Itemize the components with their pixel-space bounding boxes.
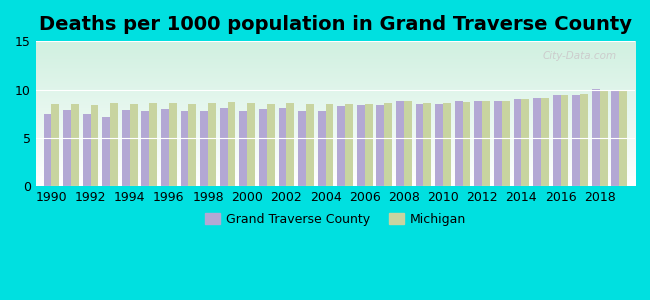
- Bar: [612, 92, 619, 186]
- Bar: [279, 108, 287, 186]
- Legend: Grand Traverse County, Michigan: Grand Traverse County, Michigan: [200, 208, 471, 231]
- Bar: [521, 99, 529, 186]
- Bar: [110, 103, 118, 186]
- Bar: [357, 105, 365, 186]
- Bar: [266, 104, 275, 186]
- Bar: [298, 111, 306, 186]
- Bar: [130, 104, 138, 186]
- Bar: [573, 95, 580, 186]
- Bar: [287, 103, 294, 186]
- Bar: [318, 111, 326, 186]
- Bar: [415, 104, 424, 186]
- Bar: [161, 109, 169, 186]
- Bar: [220, 108, 228, 186]
- Bar: [560, 95, 568, 186]
- Bar: [44, 114, 51, 186]
- Bar: [142, 111, 150, 186]
- Bar: [345, 104, 353, 186]
- Bar: [443, 103, 451, 186]
- Bar: [337, 106, 345, 186]
- Bar: [474, 101, 482, 186]
- Bar: [376, 105, 384, 186]
- Bar: [208, 103, 216, 186]
- Bar: [306, 104, 314, 186]
- Bar: [533, 98, 541, 186]
- Bar: [424, 103, 432, 186]
- Bar: [502, 101, 510, 186]
- Bar: [259, 109, 266, 186]
- Bar: [122, 110, 130, 186]
- Bar: [600, 92, 608, 186]
- Bar: [619, 91, 627, 186]
- Bar: [188, 104, 196, 186]
- Bar: [455, 101, 463, 186]
- Bar: [494, 101, 502, 186]
- Bar: [514, 99, 521, 186]
- Bar: [326, 104, 333, 186]
- Bar: [150, 103, 157, 186]
- Bar: [482, 101, 490, 186]
- Bar: [396, 101, 404, 186]
- Bar: [181, 111, 188, 186]
- Bar: [51, 104, 59, 186]
- Bar: [90, 105, 98, 186]
- Bar: [63, 110, 71, 186]
- Bar: [384, 103, 392, 186]
- Bar: [239, 111, 247, 186]
- Bar: [365, 104, 372, 186]
- Bar: [580, 94, 588, 186]
- Bar: [71, 104, 79, 186]
- Bar: [541, 98, 549, 186]
- Text: City-Data.com: City-Data.com: [543, 51, 617, 61]
- Bar: [552, 95, 560, 186]
- Bar: [227, 102, 235, 186]
- Bar: [102, 117, 110, 186]
- Bar: [436, 104, 443, 186]
- Bar: [83, 114, 90, 186]
- Bar: [404, 101, 411, 186]
- Bar: [463, 102, 471, 186]
- Bar: [592, 88, 600, 186]
- Bar: [169, 103, 177, 186]
- Bar: [247, 103, 255, 186]
- Bar: [200, 111, 208, 186]
- Title: Deaths per 1000 population in Grand Traverse County: Deaths per 1000 population in Grand Trav…: [39, 15, 632, 34]
